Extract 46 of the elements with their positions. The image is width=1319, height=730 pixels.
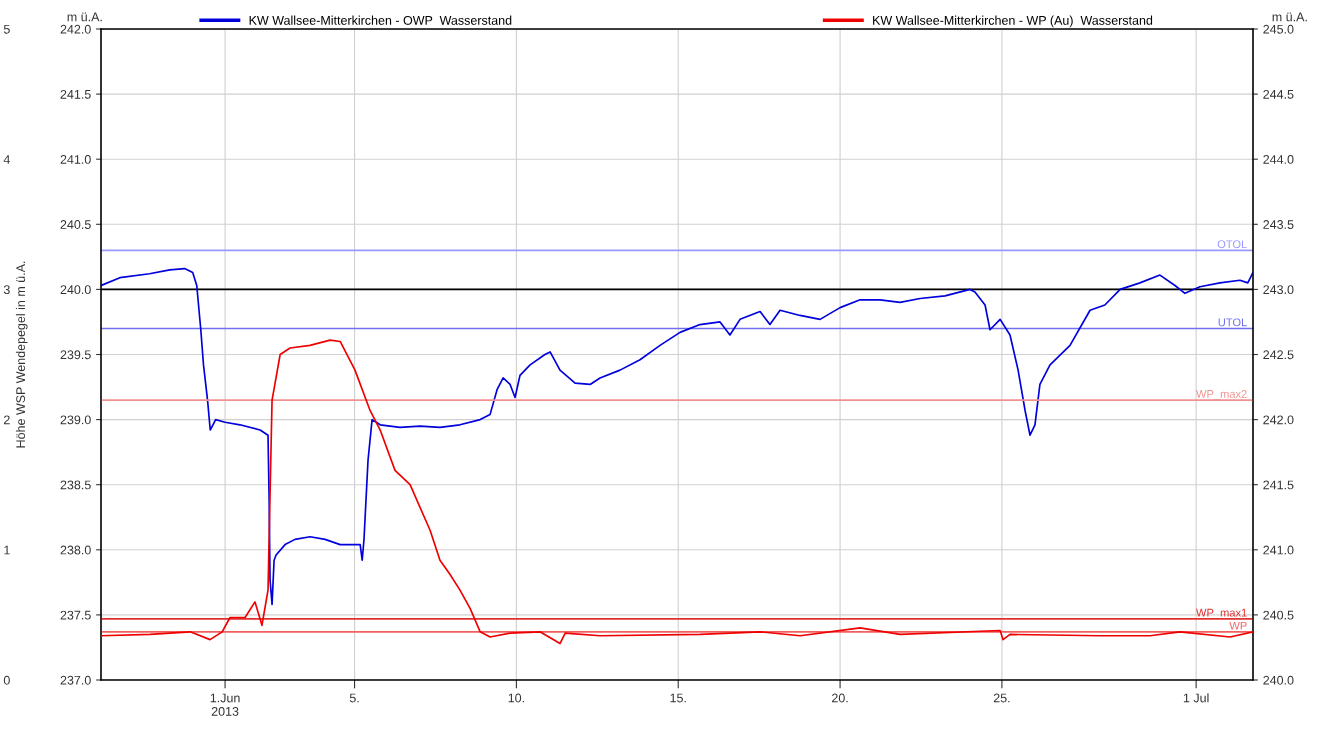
- x-tick-label: 1.Jun 2013: [210, 693, 240, 716]
- x-tick-label: 5.: [349, 693, 359, 703]
- x-tick-label: 15.: [670, 693, 686, 703]
- y-tick-label: 240.5: [60, 220, 91, 229]
- y3-axis-title: Höhe WSP Wendepegel in m ü.A.: [15, 261, 28, 448]
- y3-tick-label: 4: [3, 155, 10, 164]
- legend-label: KW Wallsee-Mitterkirchen - WP (Au) Wasserstand: [873, 15, 1153, 28]
- y3-tick-label: 0: [3, 675, 10, 685]
- ref-line-label: UTOL: [1218, 318, 1247, 327]
- y2-tick-label: 242.5: [1263, 350, 1294, 360]
- y3-tick-label: 1: [4, 545, 10, 555]
- y2-tick-label: 244.0: [1263, 155, 1294, 164]
- y2-tick-label: 240.0: [1263, 675, 1294, 685]
- y-tick-label: 238.5: [60, 480, 91, 490]
- y-axis-title: m ü.A.: [67, 12, 102, 22]
- y-tick-label: 237.5: [60, 610, 91, 620]
- ref-line-label: OTOL: [1217, 240, 1247, 249]
- x-tick-label: 10.: [508, 693, 524, 703]
- legend-label: KW Wallsee-Mitterkirchen - OWP Wasserstand: [249, 15, 512, 25]
- x-tick-label: 20.: [832, 693, 848, 703]
- y-tick-label: 238.0: [60, 545, 91, 555]
- line-series: [101, 267, 1253, 606]
- y3-tick-label: 2: [4, 415, 10, 425]
- x-tick-label: 25.: [993, 693, 1010, 703]
- y2-axis-title: m ü.A.: [1272, 12, 1307, 22]
- y2-tick-label: 243.5: [1263, 220, 1294, 229]
- y-tick-label: 239.0: [60, 415, 91, 425]
- ref-line-label: WP: [1229, 621, 1247, 630]
- y3-tick-label: 3: [3, 285, 10, 295]
- y2-tick-label: 244.5: [1263, 89, 1294, 99]
- y-tick-label: 239.5: [60, 350, 91, 360]
- y2-tick-label: 240.5: [1263, 610, 1294, 620]
- y2-tick-label: 242.0: [1263, 415, 1294, 425]
- y-tick-label: 241.0: [60, 155, 91, 164]
- y2-tick-label: 243.0: [1263, 285, 1294, 295]
- y3-tick-label: 5: [3, 24, 10, 34]
- ref-line-label: WP_max2: [1196, 390, 1247, 400]
- y-tick-label: 237.0: [60, 675, 91, 685]
- y2-tick-label: 241.0: [1263, 545, 1294, 555]
- line-series: [101, 339, 1253, 645]
- y2-tick-label: 245.0: [1263, 24, 1294, 34]
- y-tick-label: 242.0: [60, 24, 91, 34]
- y-tick-label: 240.0: [60, 285, 91, 295]
- x-tick-label: 1 Jul: [1183, 693, 1209, 703]
- y-tick-label: 241.5: [60, 89, 91, 99]
- y2-tick-label: 241.5: [1263, 480, 1294, 490]
